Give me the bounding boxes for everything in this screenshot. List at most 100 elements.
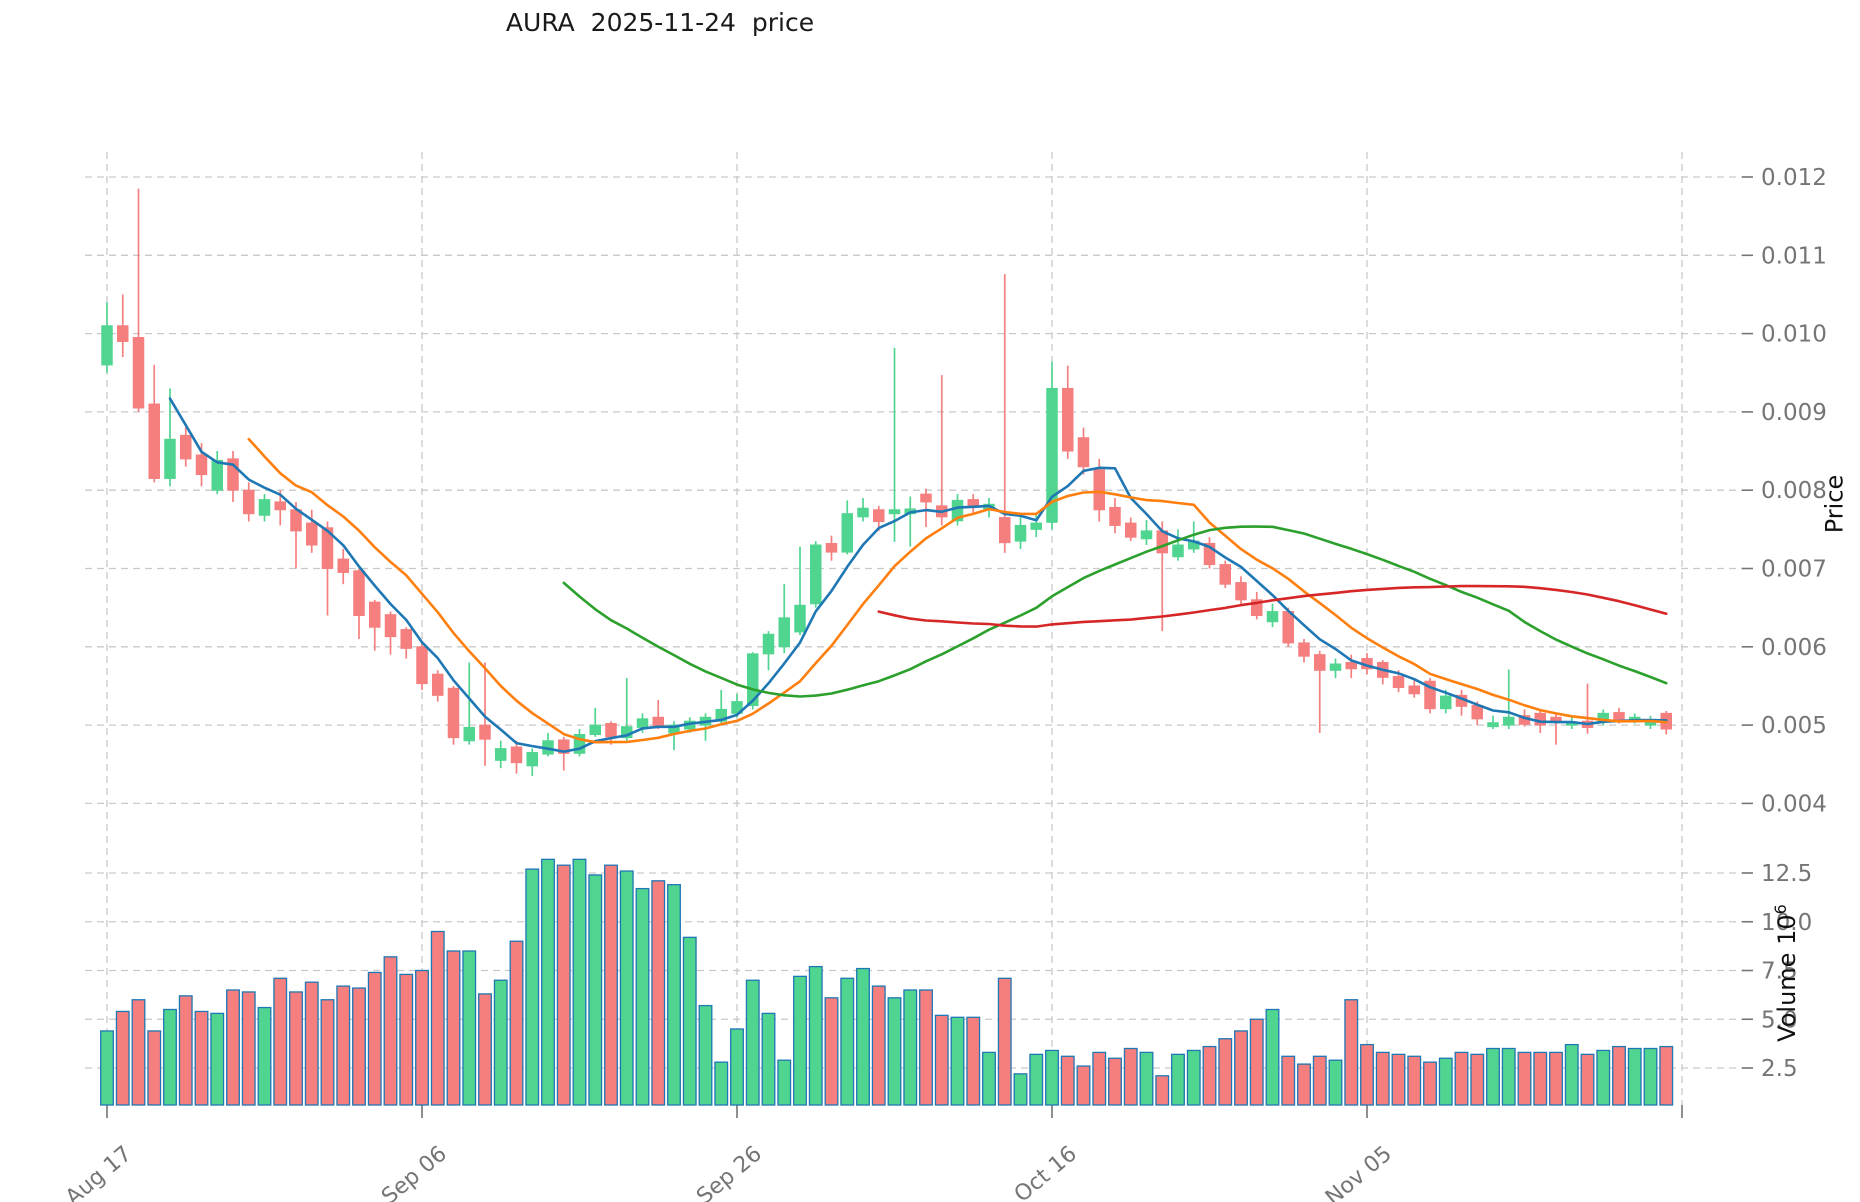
candle-body	[1471, 705, 1483, 720]
volume-bar	[1171, 1053, 1185, 1106]
volume-bar	[793, 975, 807, 1106]
candle-body	[321, 527, 334, 569]
candle-body	[1550, 716, 1562, 722]
volume-bar	[399, 973, 414, 1106]
candle-body	[1125, 522, 1137, 538]
volume-bar	[667, 884, 681, 1106]
volume-bar	[210, 1012, 225, 1106]
volume-bar	[903, 989, 918, 1106]
volume-bar	[572, 858, 587, 1106]
volume-bar	[556, 864, 571, 1106]
volume-bar	[1218, 1038, 1233, 1106]
candle-body	[526, 752, 538, 767]
volume-bar	[1344, 999, 1359, 1106]
candle-body	[1440, 695, 1452, 710]
candle-body	[243, 489, 255, 515]
volume-bar	[1407, 1055, 1422, 1106]
candle-body	[227, 458, 239, 491]
x-tick-label: Nov 05	[1321, 1141, 1397, 1202]
candle-body	[857, 507, 869, 518]
volume-bar	[698, 1004, 713, 1106]
volume-bar	[1391, 1053, 1406, 1106]
volume-bar	[430, 930, 445, 1106]
candle-body	[384, 614, 397, 638]
candle-body	[762, 633, 775, 655]
candle-body	[510, 746, 523, 764]
volume-tick-label: 10.0	[1761, 910, 1812, 936]
candle-body	[463, 726, 475, 742]
candle-body	[180, 434, 192, 460]
volume-bar	[871, 985, 886, 1106]
volume-bar	[1627, 1047, 1642, 1106]
volume-bar	[1501, 1047, 1516, 1106]
volume-bar	[1470, 1053, 1485, 1106]
volume-tick-label: 7.5	[1761, 959, 1798, 985]
volume-axis-label-exponent: 6	[1771, 904, 1790, 915]
price-tick-label: 0.006	[1761, 635, 1827, 661]
candle-body	[1109, 506, 1121, 526]
volume-bar	[619, 870, 634, 1106]
price-tick-label: 0.012	[1761, 165, 1827, 191]
candle-body	[195, 454, 208, 476]
volume-bar	[194, 1010, 209, 1106]
candle-body	[290, 509, 302, 532]
volume-bar	[761, 1012, 776, 1106]
candle-body	[1408, 685, 1420, 695]
volume-bar	[1234, 1030, 1248, 1106]
candle-body	[1219, 564, 1231, 585]
candle-body	[1251, 599, 1263, 616]
volume-bar	[919, 989, 933, 1106]
candle-body	[495, 748, 507, 761]
price-tick-label: 0.010	[1761, 322, 1827, 348]
volume-bar	[1517, 1051, 1532, 1106]
candle-body	[337, 558, 349, 573]
candle-body	[148, 403, 160, 479]
volume-bar	[1580, 1053, 1595, 1106]
candle-body	[920, 493, 932, 503]
volume-bar	[730, 1028, 744, 1106]
candle-body	[951, 499, 964, 522]
volume-bar	[100, 1030, 114, 1106]
ma-line-10	[247, 437, 1668, 744]
volume-bar	[320, 999, 335, 1106]
volume-bar	[1013, 1073, 1028, 1106]
candle-body	[888, 509, 901, 515]
volume-bar	[1659, 1045, 1674, 1106]
candle-body	[1487, 722, 1499, 728]
volume-bar	[241, 991, 256, 1106]
volume-bar	[1265, 1008, 1280, 1106]
candle-body	[1046, 387, 1058, 523]
price-tick-label: 0.007	[1761, 557, 1827, 583]
price-axis-label: Price	[1820, 474, 1849, 534]
candle-body	[1077, 437, 1090, 468]
candle-body	[873, 509, 885, 523]
volume-bar	[462, 950, 477, 1106]
volume-bar	[383, 956, 398, 1106]
volume-bar	[131, 999, 146, 1106]
volume-bar	[493, 979, 508, 1106]
volume-bar	[682, 936, 697, 1106]
volume-bar	[1612, 1045, 1626, 1106]
candle-body	[1392, 676, 1405, 689]
ma-line-50	[877, 584, 1668, 628]
candle-body	[1266, 611, 1279, 623]
volume-bar	[1108, 1057, 1122, 1106]
volume-bar	[1123, 1047, 1138, 1106]
volume-tick-label: 2.5	[1761, 1056, 1798, 1082]
candle-body	[573, 733, 586, 754]
candle-body	[1424, 680, 1436, 710]
candle-body	[1298, 642, 1310, 657]
x-tick-label: Sep 06	[377, 1141, 452, 1202]
volume-bar	[1596, 1049, 1611, 1106]
candle-body	[825, 542, 838, 553]
volume-bar	[777, 1059, 792, 1106]
volume-bar	[1423, 1061, 1437, 1106]
volume-tick-label: 12.5	[1761, 861, 1812, 887]
candle-body	[479, 724, 491, 740]
volume-bar	[966, 1016, 981, 1106]
candle-body	[1062, 387, 1074, 452]
candle-body	[369, 601, 381, 628]
volume-bar	[982, 1051, 996, 1106]
